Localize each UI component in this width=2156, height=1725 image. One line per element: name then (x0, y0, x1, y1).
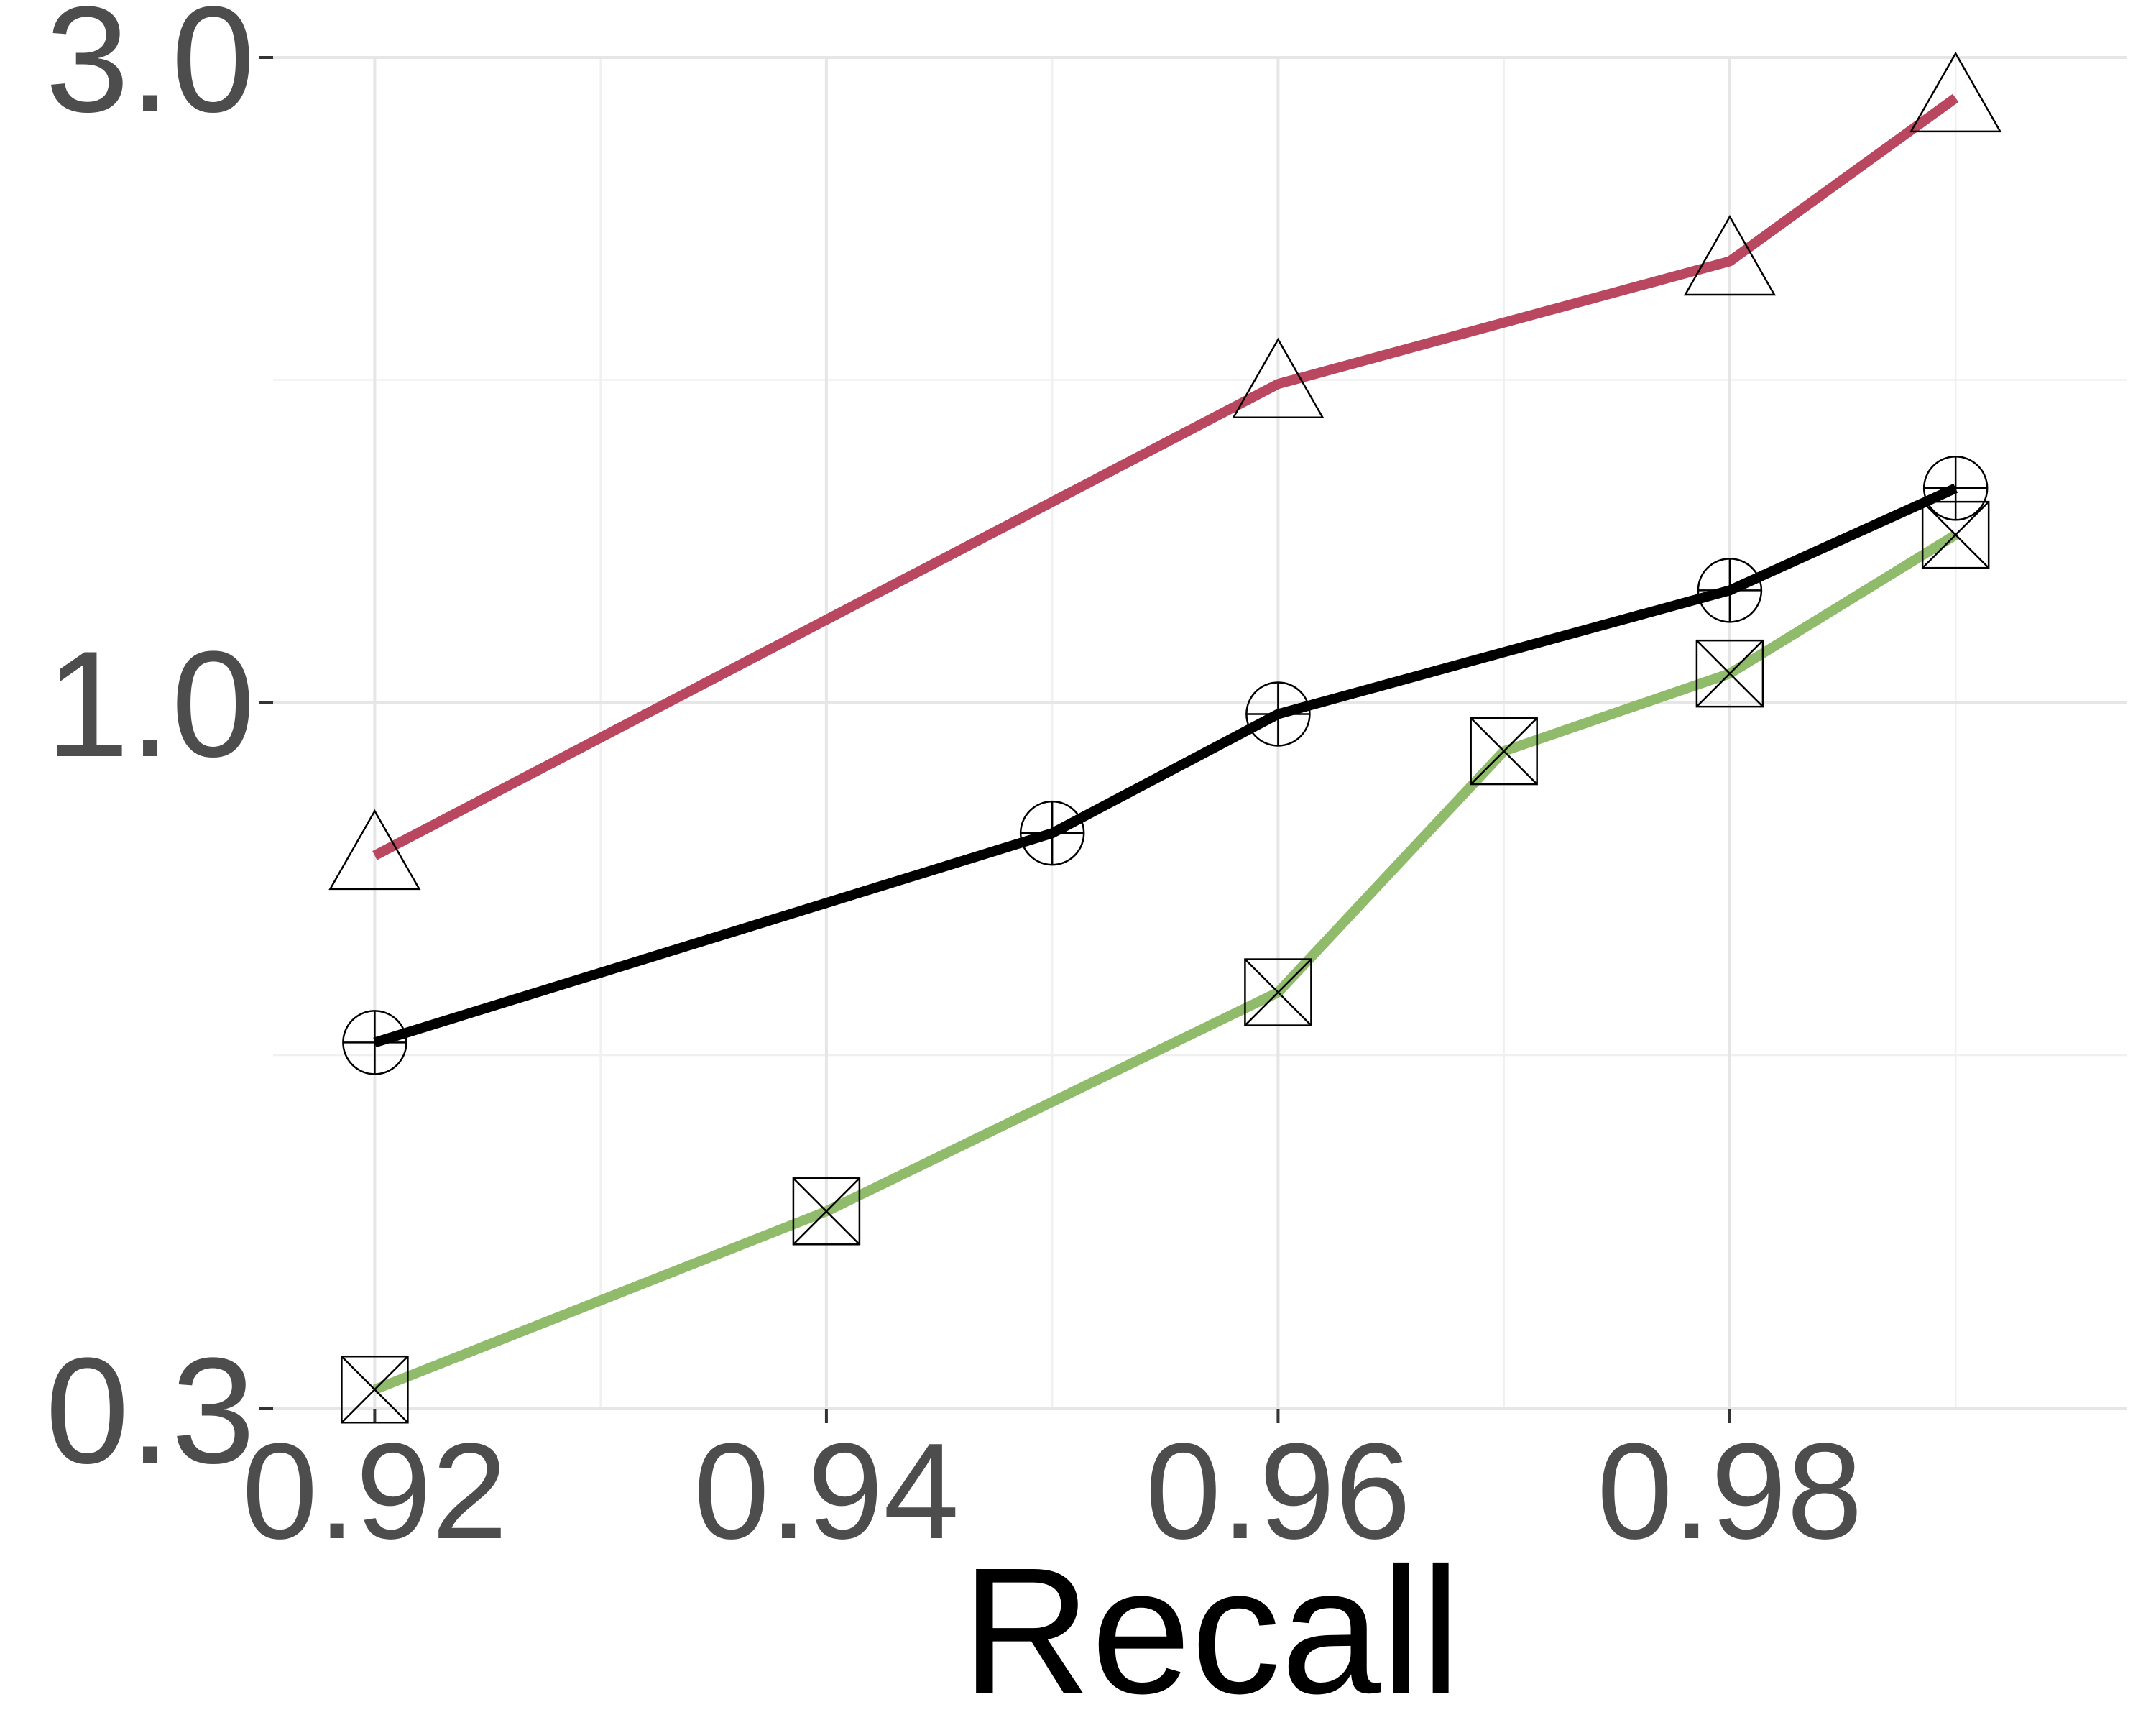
grid (273, 56, 2127, 1410)
triangle-marker (1683, 214, 1777, 296)
x-axis-title: Recall (962, 1530, 1461, 1725)
circle-plus-marker (1245, 681, 1311, 747)
square-x-marker (1695, 639, 1764, 708)
circle-plus-marker (1697, 558, 1763, 623)
series-line-2 (373, 483, 1958, 1048)
triangle-marker (1232, 337, 1325, 418)
x-tick-label: 0.96 (1146, 1415, 1411, 1568)
triangle-marker (328, 809, 421, 891)
square-x-marker (1470, 717, 1538, 786)
y-tick-label: 0.3 (45, 1326, 255, 1495)
square-x-marker (341, 1355, 409, 1424)
y-tick-label: 1.0 (45, 620, 255, 788)
circle-plus-marker (1019, 800, 1085, 866)
x-tick-label: 0.98 (1597, 1415, 1863, 1568)
square-x-marker (1244, 958, 1312, 1026)
circle-plus-marker (342, 1010, 407, 1075)
axes (259, 56, 1731, 1423)
square-x-marker (1921, 500, 1990, 569)
series-line-3 (372, 530, 1958, 1394)
series-line-1 (372, 93, 1959, 860)
x-tick-label: 0.92 (242, 1415, 508, 1568)
triangle-marker (1909, 51, 2002, 133)
tick-labels: 0.92 0.94 0.96 0.98 0.3 1.0 3.0 (45, 0, 1863, 1568)
series-group (328, 51, 2002, 1424)
square-x-marker (792, 1177, 861, 1246)
x-tick-label: 0.94 (694, 1415, 959, 1568)
circle-plus-marker (1922, 456, 1989, 521)
y-tick-label: 3.0 (45, 0, 255, 144)
